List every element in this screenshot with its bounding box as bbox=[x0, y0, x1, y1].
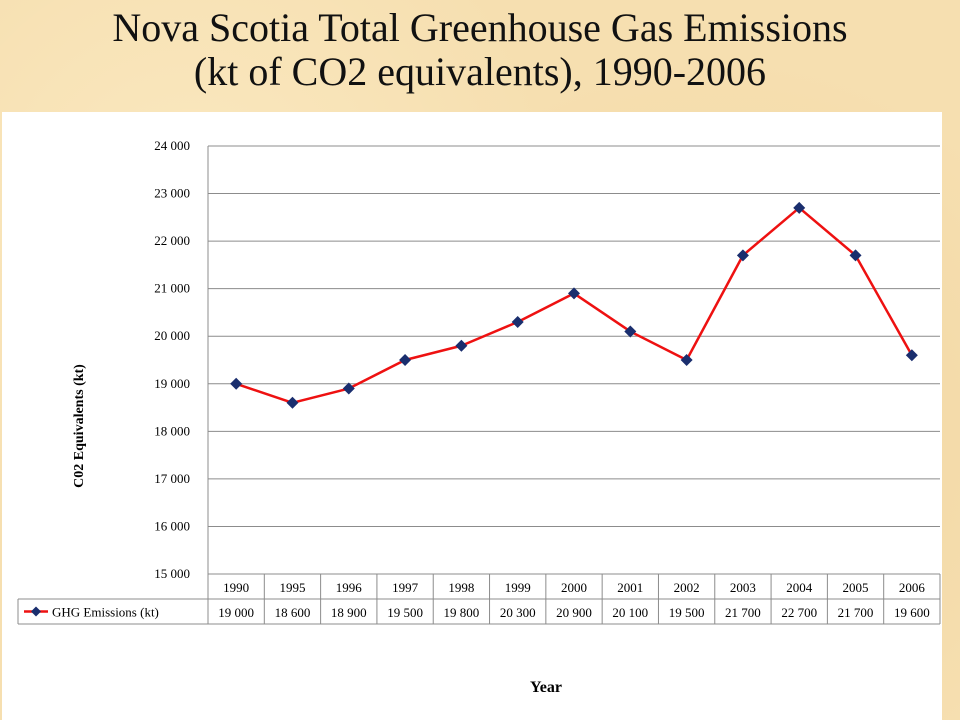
y-axis-ticks: 15 000 16 000 17 000 18 000 19 000 20 000 21 0… bbox=[154, 138, 190, 581]
x-tick-label: 2006 bbox=[899, 580, 926, 595]
data-point bbox=[624, 325, 637, 338]
data-point bbox=[230, 377, 243, 390]
data-label: 19 500 bbox=[669, 605, 705, 620]
y-tick-label: 21 000 bbox=[154, 281, 190, 296]
data-point bbox=[849, 249, 862, 262]
data-label: 20 100 bbox=[612, 605, 648, 620]
y-tick-label: 22 000 bbox=[154, 233, 190, 248]
data-point bbox=[286, 396, 299, 409]
series-line bbox=[235, 206, 913, 405]
data-label: 19 500 bbox=[387, 605, 423, 620]
data-label: 21 700 bbox=[725, 605, 761, 620]
y-tick-label: 20 000 bbox=[154, 328, 190, 343]
data-point bbox=[511, 315, 524, 328]
line-chart: 15 000 16 000 17 000 18 000 19 000 20 000 21 0… bbox=[17, 138, 941, 696]
data-label: 19 600 bbox=[894, 605, 930, 620]
legend-entry: GHG Emissions (kt) bbox=[52, 605, 159, 620]
data-label: 19 000 bbox=[218, 605, 254, 620]
x-tick-label: 1990 bbox=[223, 580, 249, 595]
y-tick-label: 16 000 bbox=[154, 518, 190, 533]
series-group bbox=[230, 201, 918, 409]
x-tick-label: 2005 bbox=[843, 580, 869, 595]
y-tick-label: 18 000 bbox=[154, 423, 190, 438]
data-label: 18 900 bbox=[331, 605, 367, 620]
y-tick-label: 19 000 bbox=[154, 376, 190, 391]
data-label: 19 800 bbox=[444, 605, 480, 620]
data-point bbox=[342, 382, 355, 395]
x-tick-label: 1996 bbox=[336, 580, 363, 595]
data-label: 20 900 bbox=[556, 605, 592, 620]
data-label: 22 700 bbox=[781, 605, 817, 620]
legend-marker bbox=[31, 606, 41, 617]
data-table: 1990 19 000 1995 18 600 1996 18 900 1997 19 500… bbox=[17, 574, 941, 625]
data-point bbox=[455, 339, 468, 352]
y-tick-label: 24 000 bbox=[154, 138, 190, 153]
data-point bbox=[736, 249, 749, 262]
x-tick-label: 1998 bbox=[448, 580, 474, 595]
y-tick-label: 15 000 bbox=[154, 566, 190, 581]
gridlines bbox=[207, 145, 940, 575]
title-line-1: Nova Scotia Total Greenhouse Gas Emissio… bbox=[112, 5, 848, 50]
data-point bbox=[399, 354, 412, 366]
x-tick-label: 2000 bbox=[561, 580, 587, 595]
x-tick-label: 2003 bbox=[730, 580, 756, 595]
x-tick-label: 2001 bbox=[617, 580, 643, 595]
data-label: 21 700 bbox=[838, 605, 874, 620]
y-axis-label: C02 Equivalents (kt) bbox=[72, 364, 87, 488]
chart-area: 15 000 16 000 17 000 18 000 19 000 20 000 21 0… bbox=[2, 112, 942, 720]
x-tick-label: 1995 bbox=[279, 580, 305, 595]
data-point bbox=[568, 287, 580, 300]
y-tick-label: 23 000 bbox=[154, 186, 190, 201]
data-label: 18 600 bbox=[275, 605, 311, 620]
data-label: 20 300 bbox=[500, 605, 536, 620]
data-point bbox=[793, 201, 806, 214]
title-line-2: (kt of CO2 equivalents), 1990-2006 bbox=[193, 49, 767, 94]
x-axis-label: Year bbox=[530, 679, 562, 696]
data-point bbox=[905, 349, 918, 362]
x-tick-label: 2004 bbox=[786, 580, 813, 595]
x-tick-label: 1999 bbox=[505, 580, 531, 595]
y-tick-label: 17 000 bbox=[154, 471, 190, 486]
slide-title: Nova Scotia Total Greenhouse Gas Emissio… bbox=[0, 6, 960, 94]
x-tick-label: 1997 bbox=[392, 580, 419, 595]
x-tick-label: 2002 bbox=[674, 580, 700, 595]
data-point bbox=[680, 354, 693, 366]
